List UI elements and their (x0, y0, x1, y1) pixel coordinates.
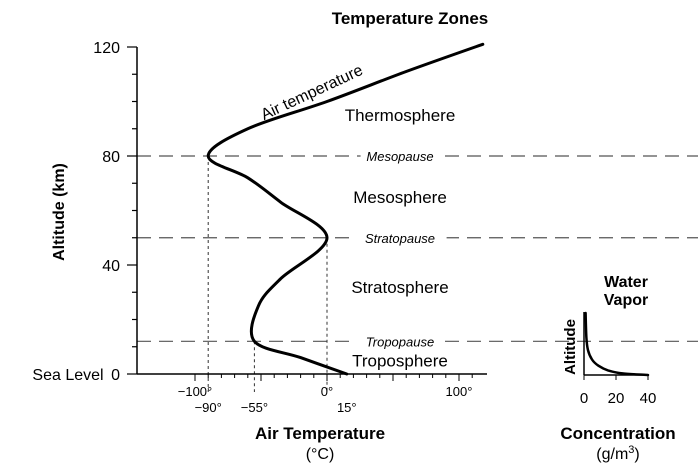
water-vapor-x-tick-label: 40 (640, 390, 657, 407)
water-vapor-x-tick-label: 20 (608, 390, 625, 407)
water-vapor-x-axis-label: Concentration (560, 424, 675, 443)
water-vapor-y-axis-label: Altitude (562, 319, 579, 375)
boundary-label: Tropopause (366, 334, 434, 349)
y-ticks: 0 40 80 120 (93, 40, 137, 384)
boundary-label: Mesopause (366, 149, 433, 164)
water-vapor-title-line1: Water (604, 274, 648, 291)
x-ticks: −100° 0° 100° −90° −55° 15° (178, 374, 473, 415)
water-vapor-x-axis-unit: (g/m3) (596, 444, 639, 463)
boundary-label-bg (353, 228, 447, 247)
x-tick-label: 100° (446, 384, 473, 399)
sea-level-label: Sea Level (32, 367, 103, 384)
zone-label: Stratosphere (351, 278, 448, 297)
y-tick-label: 120 (93, 40, 120, 57)
water-vapor-x-ticks: 0 20 40 (580, 375, 657, 407)
y-axis-label: Altitude (km) (51, 163, 68, 261)
water-vapor-unit-main: (g/m (596, 446, 628, 463)
water-vapor-x-tick-label: 0 (580, 390, 588, 407)
boundary-label-bg (357, 332, 443, 351)
chart-title: Temperature Zones (332, 9, 489, 28)
boundary-label-bg (360, 147, 440, 165)
boundary-lines: Mesopause Stratopause Tropopause (137, 147, 698, 351)
y-tick-label: 40 (102, 258, 120, 275)
x-tick-label: −100° (178, 384, 212, 399)
zone-label: Mesosphere (353, 188, 447, 207)
x-tick-label-lower: −90° (195, 400, 222, 415)
zone-labels: Thermosphere Mesosphere Stratosphere Tropos… (345, 106, 456, 370)
x-axis-unit: (°C) (306, 446, 335, 463)
y-tick-label: 80 (102, 149, 120, 166)
air-temperature-curve (206, 42, 485, 376)
water-vapor-unit-close: ) (634, 446, 639, 463)
y-tick-label: 0 (111, 367, 120, 384)
zone-label: Troposphere (352, 351, 448, 370)
water-vapor-curve (584, 311, 650, 377)
x-axis-label: Air Temperature (255, 424, 385, 443)
water-vapor-title-line2: Vapor (604, 292, 648, 309)
water-vapor-unit-sup: 3 (628, 444, 634, 456)
x-tick-label-lower: −55° (241, 400, 268, 415)
zone-label: Thermosphere (345, 106, 456, 125)
boundary-label: Stratopause (365, 231, 435, 246)
x-tick-label-lower: 15° (337, 400, 357, 415)
x-tick-label: 0° (321, 384, 333, 399)
